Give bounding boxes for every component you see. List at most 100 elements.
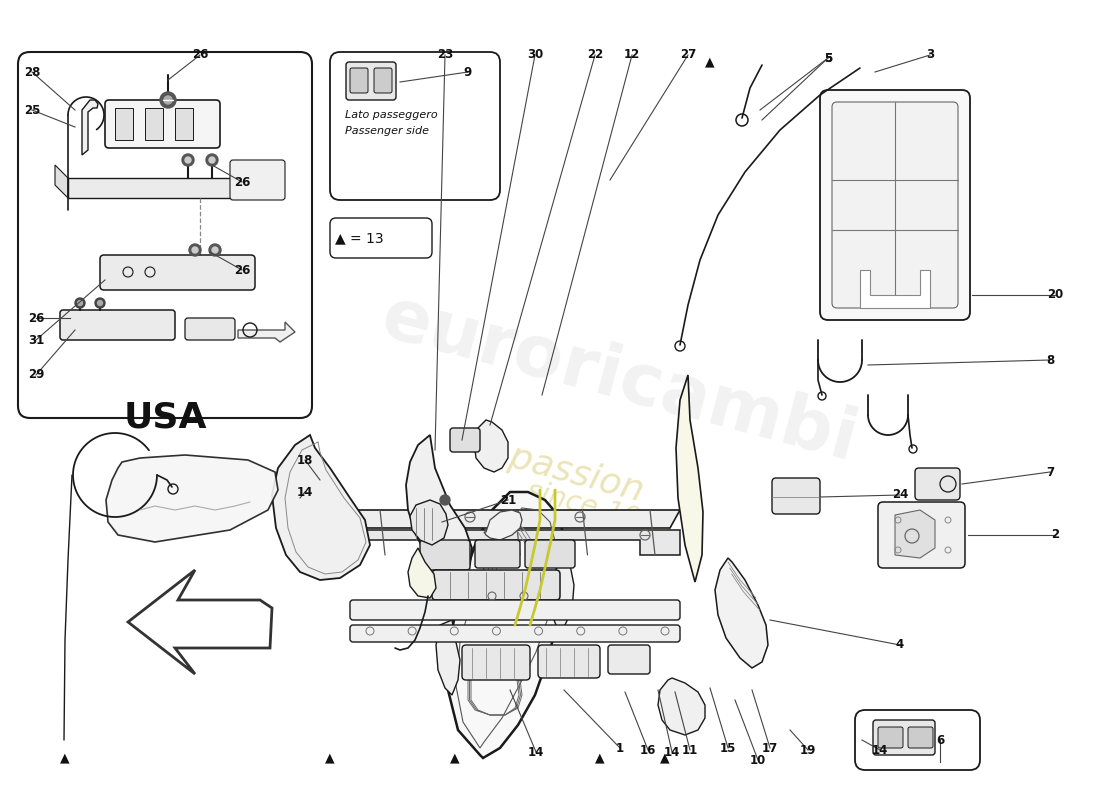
- Text: 14: 14: [872, 743, 888, 757]
- Polygon shape: [895, 510, 935, 558]
- FancyBboxPatch shape: [104, 100, 220, 148]
- Text: ▲: ▲: [705, 55, 715, 69]
- Text: 31: 31: [28, 334, 44, 346]
- Circle shape: [192, 247, 198, 253]
- Circle shape: [182, 154, 194, 166]
- Text: 20: 20: [1047, 289, 1063, 302]
- Text: Lato passeggero: Lato passeggero: [345, 110, 438, 120]
- FancyBboxPatch shape: [374, 68, 392, 93]
- Polygon shape: [238, 322, 295, 342]
- Text: USA: USA: [123, 400, 207, 434]
- FancyBboxPatch shape: [538, 645, 600, 678]
- Polygon shape: [68, 178, 260, 198]
- FancyBboxPatch shape: [873, 720, 935, 755]
- Circle shape: [185, 157, 191, 163]
- FancyBboxPatch shape: [432, 570, 560, 600]
- FancyBboxPatch shape: [420, 540, 470, 570]
- FancyBboxPatch shape: [185, 318, 235, 340]
- Polygon shape: [715, 558, 768, 668]
- Polygon shape: [175, 108, 192, 140]
- Text: 18: 18: [297, 454, 313, 466]
- Text: 26: 26: [28, 311, 44, 325]
- Text: 2: 2: [1050, 529, 1059, 542]
- Text: a passion: a passion: [473, 431, 647, 509]
- Polygon shape: [82, 100, 98, 155]
- Text: 16: 16: [640, 743, 657, 757]
- Text: 7: 7: [1046, 466, 1054, 478]
- Polygon shape: [55, 165, 68, 198]
- Circle shape: [98, 301, 102, 306]
- Text: ▲: ▲: [595, 751, 605, 765]
- Text: 22: 22: [587, 49, 603, 62]
- Text: ▲: ▲: [450, 751, 460, 765]
- Text: 26: 26: [234, 175, 250, 189]
- Text: ▲ = 13: ▲ = 13: [336, 231, 384, 245]
- Polygon shape: [550, 560, 574, 630]
- Text: 23: 23: [437, 49, 453, 62]
- Text: 5: 5: [824, 51, 832, 65]
- FancyBboxPatch shape: [330, 52, 500, 200]
- Text: 6: 6: [936, 734, 944, 746]
- Text: 27: 27: [680, 49, 696, 62]
- Text: 3: 3: [926, 49, 934, 62]
- Text: 5: 5: [824, 51, 832, 65]
- FancyBboxPatch shape: [350, 600, 680, 620]
- Polygon shape: [410, 500, 448, 545]
- FancyBboxPatch shape: [855, 710, 980, 770]
- Polygon shape: [658, 678, 705, 735]
- FancyBboxPatch shape: [350, 68, 368, 93]
- Text: 26: 26: [234, 263, 250, 277]
- Polygon shape: [406, 435, 472, 575]
- Polygon shape: [272, 435, 370, 580]
- FancyBboxPatch shape: [450, 428, 480, 452]
- Circle shape: [164, 96, 172, 104]
- Polygon shape: [106, 455, 278, 542]
- Circle shape: [212, 247, 218, 253]
- Text: ▲: ▲: [60, 751, 69, 765]
- Text: 1: 1: [616, 742, 624, 754]
- FancyBboxPatch shape: [230, 160, 285, 200]
- Polygon shape: [320, 510, 680, 528]
- Circle shape: [77, 301, 82, 306]
- Text: 11: 11: [682, 743, 698, 757]
- Text: since 1993: since 1993: [524, 477, 676, 543]
- FancyBboxPatch shape: [878, 727, 903, 748]
- Text: 26: 26: [191, 49, 208, 62]
- Text: euroricambi: euroricambi: [374, 283, 866, 477]
- Polygon shape: [484, 510, 522, 540]
- FancyBboxPatch shape: [820, 90, 970, 320]
- Polygon shape: [474, 420, 508, 472]
- FancyBboxPatch shape: [100, 255, 255, 290]
- Text: 21: 21: [499, 494, 516, 506]
- Text: 4: 4: [895, 638, 904, 651]
- Polygon shape: [436, 620, 460, 695]
- Text: 30: 30: [527, 49, 543, 62]
- FancyBboxPatch shape: [346, 62, 396, 100]
- Polygon shape: [860, 270, 930, 308]
- FancyBboxPatch shape: [475, 540, 520, 568]
- Text: 12: 12: [624, 49, 640, 62]
- FancyBboxPatch shape: [878, 502, 965, 568]
- Text: 19: 19: [800, 743, 816, 757]
- Polygon shape: [116, 108, 133, 140]
- FancyBboxPatch shape: [525, 540, 575, 568]
- FancyBboxPatch shape: [832, 102, 958, 308]
- FancyBboxPatch shape: [462, 645, 530, 680]
- Text: ▲: ▲: [326, 751, 334, 765]
- Text: 17: 17: [762, 742, 778, 754]
- FancyBboxPatch shape: [330, 218, 432, 258]
- Text: 14: 14: [663, 746, 680, 758]
- FancyBboxPatch shape: [60, 310, 175, 340]
- FancyBboxPatch shape: [908, 727, 933, 748]
- Circle shape: [440, 495, 450, 505]
- Circle shape: [189, 244, 201, 256]
- FancyBboxPatch shape: [476, 575, 540, 618]
- Text: 9: 9: [464, 66, 472, 78]
- Text: 15: 15: [719, 742, 736, 754]
- Circle shape: [160, 92, 176, 108]
- Circle shape: [209, 157, 214, 163]
- FancyBboxPatch shape: [350, 625, 680, 642]
- FancyBboxPatch shape: [608, 645, 650, 674]
- Text: 10: 10: [750, 754, 766, 766]
- Text: 8: 8: [1046, 354, 1054, 366]
